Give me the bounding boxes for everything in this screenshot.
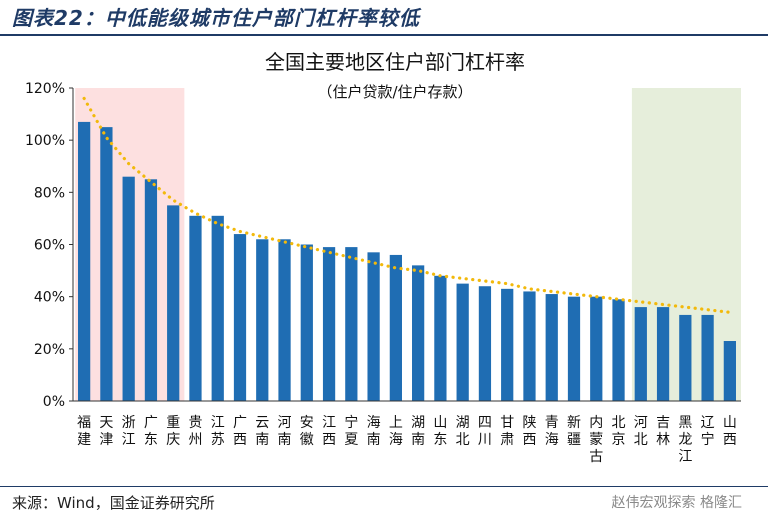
y-tick-label: 60%	[34, 238, 65, 254]
bar-贵州	[189, 215, 202, 401]
x-tick-label: 北京	[612, 415, 626, 448]
x-tick-label: 贵州	[188, 415, 202, 448]
x-tick-label: 河北	[634, 415, 648, 448]
x-tick-label: 重庆	[166, 415, 180, 448]
x-tick-label: 辽宁	[701, 415, 715, 448]
x-tick-label: 吉林	[656, 415, 670, 448]
bar-湖北	[456, 283, 469, 401]
x-tick-label: 河南	[278, 415, 292, 448]
bar-上海	[389, 254, 402, 401]
bar-湖南	[412, 265, 425, 401]
x-tick-label: 四川	[478, 415, 492, 448]
x-tick-label: 陕西	[522, 415, 536, 448]
x-tick-label: 山东	[433, 415, 447, 448]
x-tick-label: 安徽	[300, 415, 314, 448]
x-tick-label: 山西	[723, 415, 737, 448]
watermark: 赵伟宏观探索 格隆汇	[611, 495, 742, 511]
x-tick-label: 江西	[322, 415, 336, 448]
x-tick-label: 海南	[367, 415, 381, 448]
bar-山东	[434, 275, 447, 401]
bar-浙江	[122, 176, 135, 401]
bar-黑龙江	[679, 314, 692, 401]
bar-陕西	[523, 291, 536, 401]
x-tick-label: 天津	[99, 415, 113, 448]
bar-安徽	[300, 244, 313, 401]
bar-福建	[78, 121, 91, 402]
bar-辽宁	[701, 314, 714, 401]
title-divider	[0, 34, 768, 36]
x-tick-label: 甘肃	[500, 415, 514, 448]
x-tick-label: 江苏	[211, 415, 225, 448]
trendline	[82, 96, 732, 314]
bar-广西	[233, 234, 247, 401]
bar-天津	[100, 127, 113, 401]
bar-甘肃	[501, 288, 514, 401]
y-tick-label: 80%	[34, 185, 65, 201]
bar-海南	[367, 252, 380, 401]
bar-新疆	[567, 296, 581, 401]
y-tick-label: 20%	[34, 342, 65, 358]
source-note: 来源：Wind，国金证券研究所	[12, 494, 215, 512]
figure-title: 图表22：中低能级城市住户部门杠杆率较低	[12, 6, 420, 30]
x-tick-label: 内蒙古	[589, 415, 603, 465]
x-tick-label: 新疆	[567, 415, 581, 448]
bar-青海	[545, 294, 558, 401]
bar-内蒙古	[590, 296, 603, 401]
y-tick-label: 40%	[34, 290, 65, 306]
source-divider	[0, 486, 768, 487]
x-tick-label: 黑龙江	[678, 415, 692, 465]
y-tick-label: 0%	[43, 394, 65, 410]
x-tick-label: 青海	[545, 415, 559, 448]
bar-江苏	[211, 215, 224, 401]
chart-title: 全国主要地区住户部门杠杆率	[265, 50, 525, 74]
x-tick-label: 上海	[389, 415, 403, 448]
bar-四川	[478, 286, 492, 401]
x-tick-label: 湖南	[411, 415, 425, 448]
x-tick-label: 浙江	[122, 415, 136, 448]
bar-广东	[144, 179, 158, 401]
x-tick-label: 福建	[77, 415, 91, 448]
bar-北京	[612, 299, 625, 401]
bar-吉林	[656, 307, 670, 401]
bar-云南	[256, 239, 269, 401]
bar-河南	[278, 239, 291, 401]
x-tick-label: 宁夏	[344, 414, 358, 448]
y-tick-label: 120%	[25, 81, 65, 97]
bar-河北	[634, 307, 647, 401]
bar-山西	[723, 341, 736, 401]
chart-subtitle: （住户贷款/住户存款）	[317, 83, 472, 101]
bar-江西	[322, 247, 336, 401]
chart: 全国主要地区住户部门杠杆率 （住户贷款/住户存款） 0% 20% 40% 60% 80%…	[25, 50, 741, 465]
x-tick-label: 云南	[255, 415, 269, 448]
bar-重庆	[167, 205, 180, 401]
y-tick-label: 100%	[25, 133, 65, 149]
x-tick-label: 广西	[233, 415, 247, 448]
bar-宁夏	[345, 247, 358, 401]
x-tick-label: 广东	[144, 415, 158, 448]
x-tick-label: 湖北	[456, 415, 470, 448]
